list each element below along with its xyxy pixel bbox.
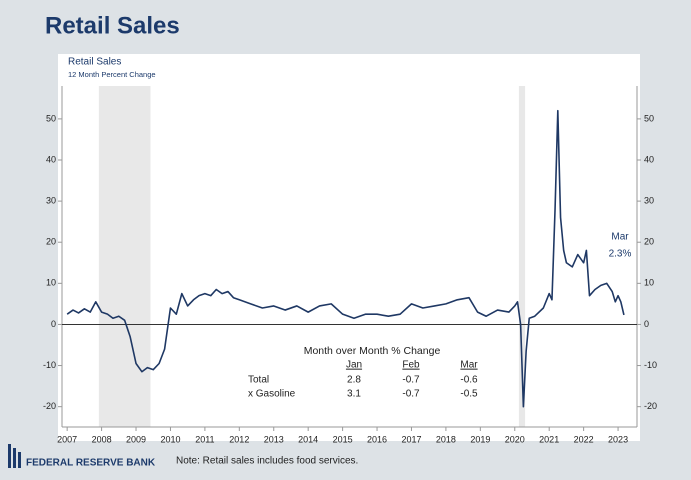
y-tick-label: 30 bbox=[46, 195, 56, 205]
page-title: Retail Sales bbox=[45, 12, 180, 39]
y2-tick-label: 10 bbox=[644, 278, 654, 288]
x-tick-label: 2014 bbox=[298, 434, 318, 444]
chart-panel bbox=[58, 54, 640, 441]
y-tick-label: 10 bbox=[46, 278, 56, 288]
chart-subtitle: 12 Month Percent Change bbox=[68, 70, 156, 79]
x-tick-label: 2010 bbox=[160, 434, 180, 444]
y-tick-label: 0 bbox=[51, 319, 56, 329]
x-tick-label: 2016 bbox=[367, 434, 387, 444]
y-tick-label: -20 bbox=[43, 401, 56, 411]
table-cell: -0.5 bbox=[460, 389, 478, 400]
recession-shade bbox=[98, 86, 151, 427]
y2-tick-label: 30 bbox=[644, 195, 654, 205]
annotation: Mar bbox=[611, 232, 629, 243]
table-row-label: x Gasoline bbox=[248, 389, 296, 400]
table-title: Month over Month % Change bbox=[304, 345, 441, 357]
footnote: Note: Retail sales includes food service… bbox=[176, 456, 358, 467]
x-tick-label: 2023 bbox=[608, 434, 628, 444]
table-cell: 3.1 bbox=[347, 389, 361, 400]
data-line bbox=[66, 109, 625, 408]
y2-tick-label: -10 bbox=[644, 360, 657, 370]
x-tick-label: 2009 bbox=[126, 434, 146, 444]
annotation: 2.3% bbox=[609, 249, 632, 260]
chart-title: Retail Sales bbox=[68, 57, 121, 68]
table-cell: -0.7 bbox=[402, 375, 420, 386]
y-tick-label: -10 bbox=[43, 360, 56, 370]
y2-tick-label: 40 bbox=[644, 154, 654, 164]
table-row-label: Total bbox=[248, 375, 269, 386]
logo bbox=[8, 444, 21, 468]
y2-tick-label: 0 bbox=[644, 319, 649, 329]
x-tick-label: 2013 bbox=[264, 434, 284, 444]
x-tick-label: 2012 bbox=[229, 434, 249, 444]
x-tick-label: 2022 bbox=[574, 434, 594, 444]
table-cell: -0.6 bbox=[460, 375, 478, 386]
table-header: Mar bbox=[460, 360, 478, 371]
x-tick-label: 2021 bbox=[539, 434, 559, 444]
y2-tick-label: -20 bbox=[644, 401, 657, 411]
x-tick-label: 2011 bbox=[195, 434, 214, 444]
y2-tick-label: 20 bbox=[644, 237, 654, 247]
y-tick-label: 40 bbox=[46, 154, 56, 164]
table-cell: -0.7 bbox=[402, 389, 420, 400]
x-tick-label: 2007 bbox=[57, 434, 77, 444]
y-tick-label: 50 bbox=[46, 113, 56, 123]
x-tick-label: 2020 bbox=[505, 434, 525, 444]
table-cell: 2.8 bbox=[347, 375, 361, 386]
x-tick-label: 2017 bbox=[401, 434, 421, 444]
x-tick-label: 2019 bbox=[470, 434, 490, 444]
x-tick-label: 2018 bbox=[436, 434, 456, 444]
x-tick-label: 2008 bbox=[92, 434, 112, 444]
recession-shade bbox=[518, 86, 526, 427]
table-header: Jan bbox=[346, 360, 362, 371]
logo-text: FEDERAL RESERVE BANK bbox=[26, 458, 156, 469]
x-tick-label: 2015 bbox=[333, 434, 353, 444]
y2-tick-label: 50 bbox=[644, 113, 654, 123]
table-header: Feb bbox=[402, 360, 420, 371]
y-tick-label: 20 bbox=[46, 237, 56, 247]
